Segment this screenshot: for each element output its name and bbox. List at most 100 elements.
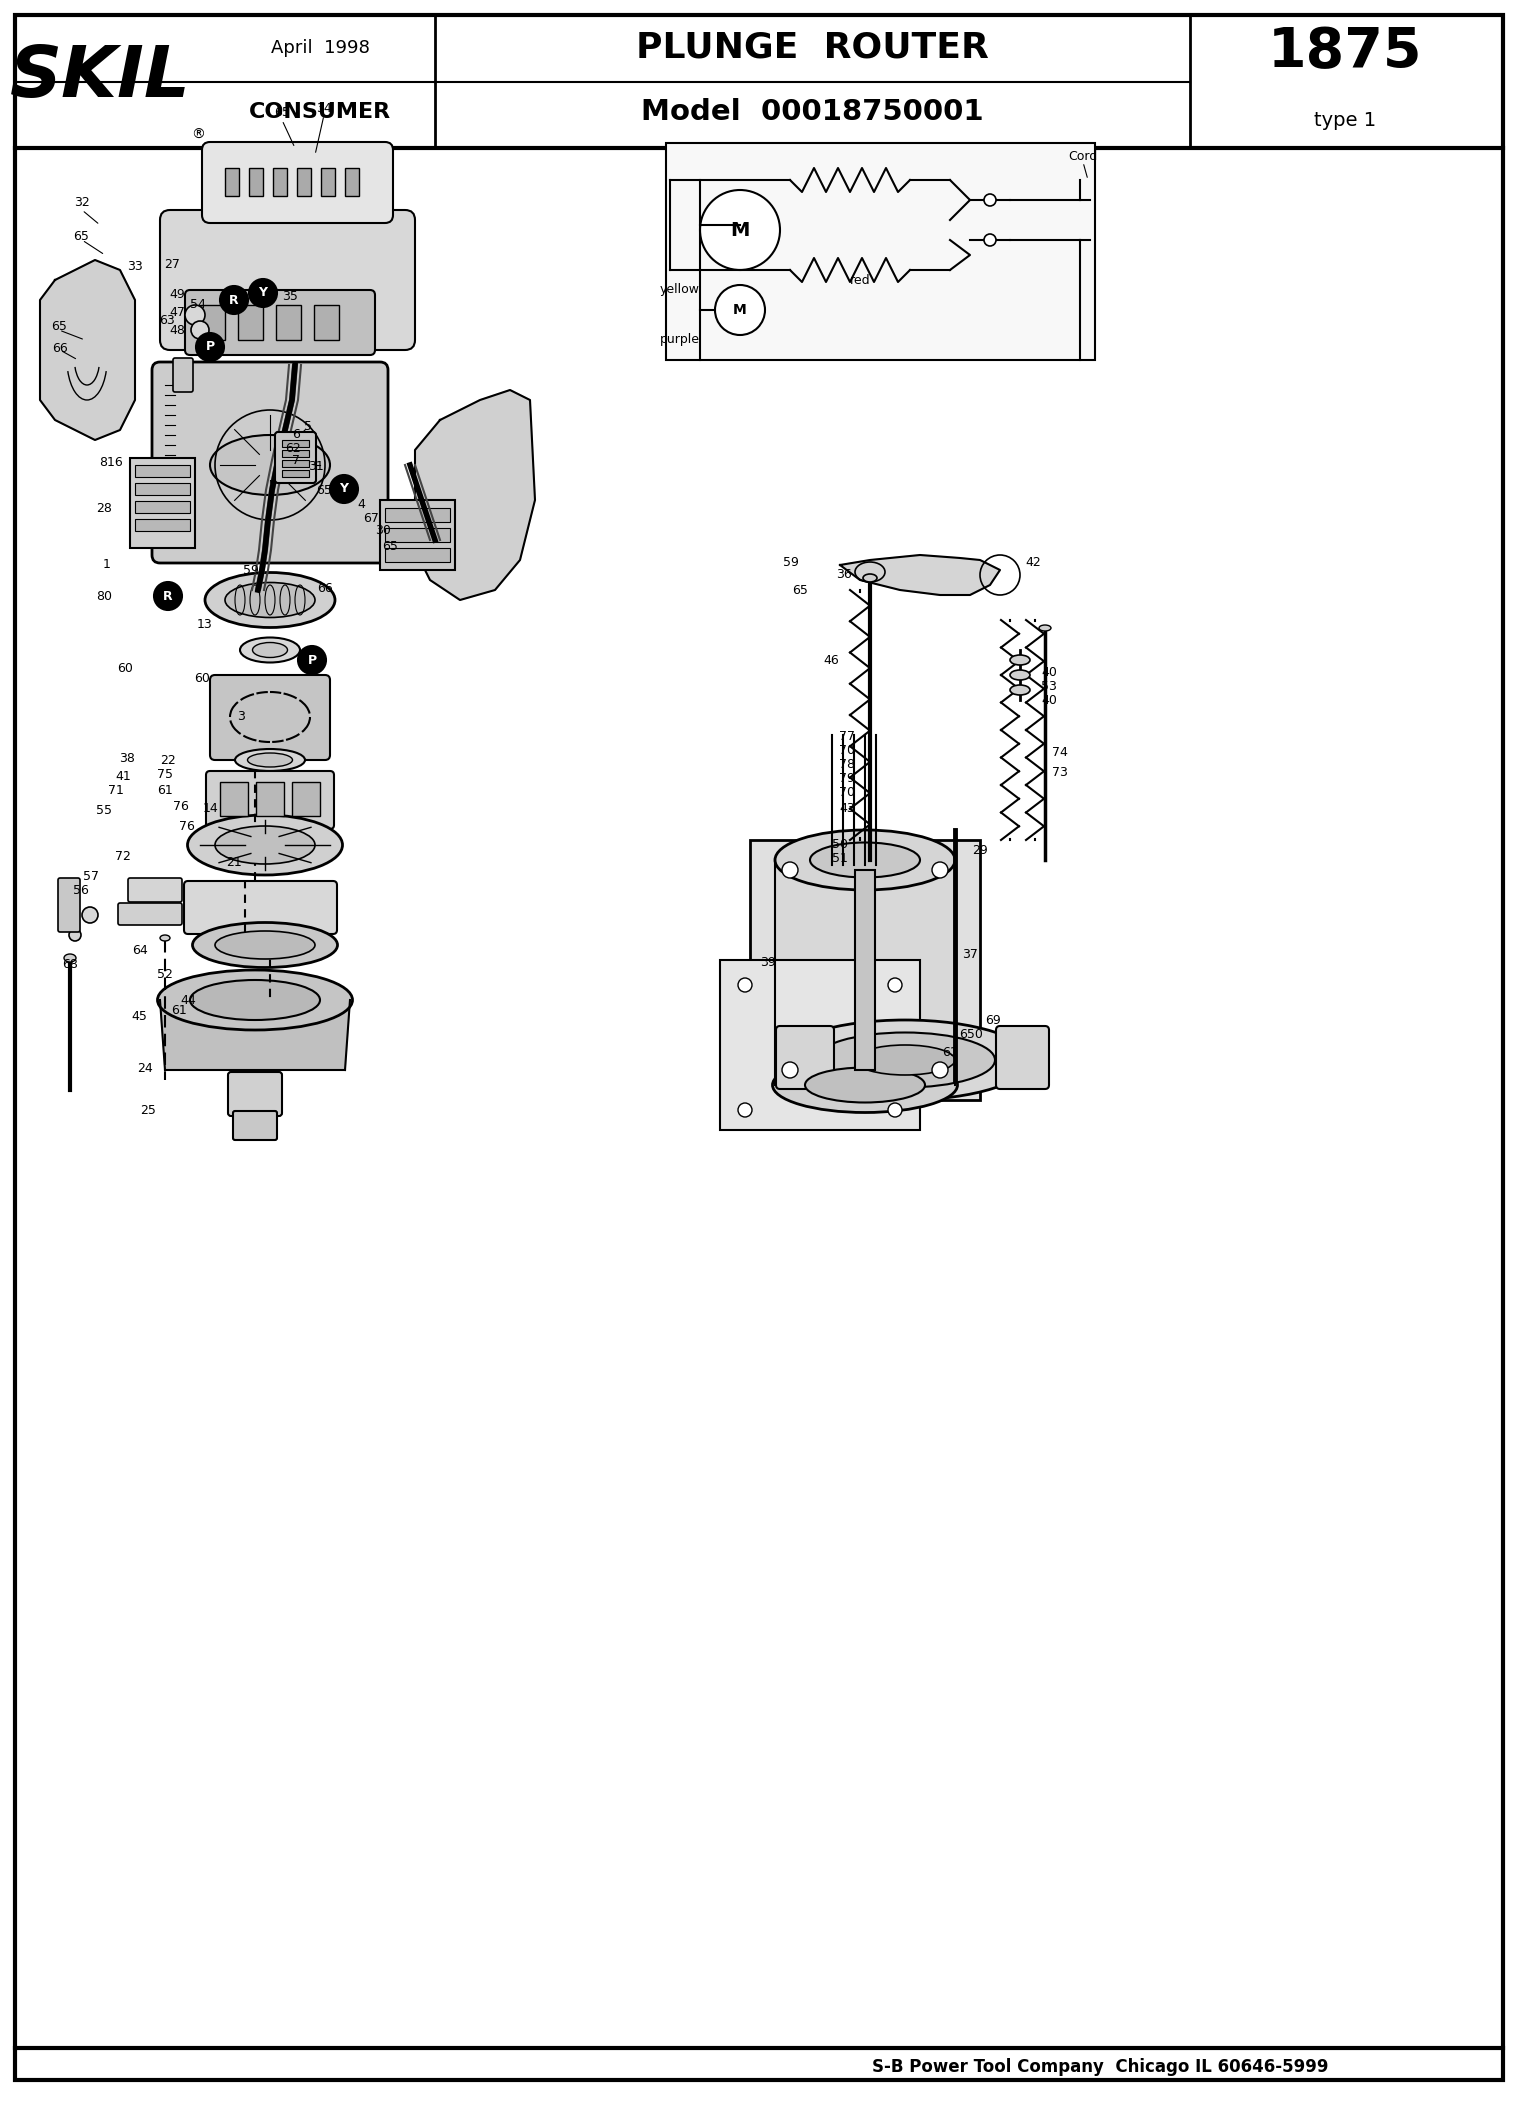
Ellipse shape bbox=[864, 574, 877, 582]
Circle shape bbox=[984, 234, 996, 247]
Text: 27: 27 bbox=[164, 260, 181, 272]
Text: 48: 48 bbox=[168, 323, 185, 335]
Text: 65: 65 bbox=[73, 230, 90, 243]
Text: 61: 61 bbox=[158, 783, 173, 795]
Circle shape bbox=[984, 194, 996, 207]
Text: P: P bbox=[205, 340, 214, 354]
Text: 65: 65 bbox=[316, 485, 332, 498]
Circle shape bbox=[298, 646, 326, 673]
Polygon shape bbox=[776, 861, 955, 1085]
Bar bbox=[291, 783, 320, 817]
Text: 55: 55 bbox=[96, 804, 112, 817]
Text: red: red bbox=[850, 274, 871, 287]
Text: 22: 22 bbox=[159, 753, 176, 766]
Text: 28: 28 bbox=[96, 502, 112, 515]
Text: 65: 65 bbox=[792, 584, 808, 597]
Circle shape bbox=[738, 979, 751, 992]
Ellipse shape bbox=[216, 931, 316, 960]
Text: 77: 77 bbox=[839, 730, 855, 743]
Circle shape bbox=[782, 1061, 798, 1078]
Text: 24: 24 bbox=[137, 1061, 153, 1074]
Text: 3: 3 bbox=[237, 709, 244, 722]
Text: 6: 6 bbox=[291, 428, 301, 441]
FancyBboxPatch shape bbox=[58, 878, 80, 933]
FancyBboxPatch shape bbox=[228, 1072, 282, 1116]
FancyBboxPatch shape bbox=[184, 882, 337, 935]
Bar bbox=[135, 483, 190, 496]
Text: M: M bbox=[730, 222, 750, 241]
Polygon shape bbox=[414, 390, 534, 599]
Text: M: M bbox=[733, 304, 747, 316]
Bar bbox=[750, 840, 981, 1099]
Text: 46: 46 bbox=[823, 654, 839, 667]
Text: 36: 36 bbox=[836, 568, 852, 582]
Circle shape bbox=[68, 928, 80, 941]
Bar bbox=[855, 869, 874, 1070]
Text: purple: purple bbox=[660, 333, 700, 346]
Circle shape bbox=[329, 475, 358, 502]
Ellipse shape bbox=[235, 749, 305, 770]
Text: 59: 59 bbox=[783, 557, 798, 570]
Ellipse shape bbox=[190, 979, 320, 1019]
Text: R: R bbox=[164, 589, 173, 603]
Ellipse shape bbox=[1038, 625, 1050, 631]
Text: 49: 49 bbox=[168, 287, 185, 300]
Circle shape bbox=[782, 863, 798, 878]
Text: 21: 21 bbox=[226, 855, 241, 869]
Ellipse shape bbox=[780, 1019, 1031, 1099]
Text: 13: 13 bbox=[197, 618, 213, 631]
Text: 41: 41 bbox=[115, 770, 131, 783]
Text: 65: 65 bbox=[383, 540, 398, 553]
FancyBboxPatch shape bbox=[206, 770, 334, 829]
Text: 1: 1 bbox=[103, 559, 111, 572]
Text: 70: 70 bbox=[839, 787, 855, 800]
Ellipse shape bbox=[1009, 654, 1031, 665]
Text: Y: Y bbox=[340, 483, 349, 496]
Text: 60: 60 bbox=[194, 671, 209, 684]
Text: ®: ® bbox=[191, 129, 205, 141]
FancyBboxPatch shape bbox=[202, 141, 393, 224]
Text: 45: 45 bbox=[131, 1011, 147, 1023]
Ellipse shape bbox=[193, 922, 337, 968]
Circle shape bbox=[196, 333, 225, 361]
Bar bbox=[298, 169, 311, 196]
Text: 35: 35 bbox=[282, 289, 298, 302]
Bar bbox=[200, 306, 225, 340]
FancyBboxPatch shape bbox=[185, 289, 375, 354]
Text: 38: 38 bbox=[118, 753, 135, 766]
Text: 80: 80 bbox=[96, 591, 112, 603]
Text: 37: 37 bbox=[962, 947, 978, 960]
Bar bbox=[225, 169, 238, 196]
Text: 34: 34 bbox=[316, 101, 332, 114]
Bar bbox=[282, 449, 310, 458]
FancyBboxPatch shape bbox=[152, 363, 389, 563]
Circle shape bbox=[249, 279, 276, 306]
FancyBboxPatch shape bbox=[209, 675, 329, 760]
Bar bbox=[282, 441, 310, 447]
Circle shape bbox=[932, 1061, 949, 1078]
Text: 39: 39 bbox=[761, 956, 776, 968]
Bar bbox=[238, 306, 263, 340]
Bar bbox=[135, 519, 190, 532]
Bar bbox=[386, 509, 449, 521]
Text: 4: 4 bbox=[357, 498, 364, 511]
Text: 2: 2 bbox=[172, 584, 179, 599]
Ellipse shape bbox=[240, 637, 301, 663]
Circle shape bbox=[82, 907, 99, 922]
Bar bbox=[386, 549, 449, 561]
Bar bbox=[131, 458, 194, 549]
Bar bbox=[257, 783, 284, 817]
Text: R: R bbox=[229, 293, 238, 306]
Ellipse shape bbox=[252, 644, 287, 658]
FancyBboxPatch shape bbox=[159, 211, 414, 350]
Text: 31: 31 bbox=[308, 460, 323, 473]
Text: 7: 7 bbox=[291, 454, 301, 466]
Ellipse shape bbox=[1009, 671, 1031, 679]
Text: 1875: 1875 bbox=[1268, 25, 1422, 78]
Ellipse shape bbox=[216, 825, 316, 863]
Text: PLUNGE  ROUTER: PLUNGE ROUTER bbox=[636, 32, 988, 65]
Text: 43: 43 bbox=[839, 802, 855, 814]
Text: 72: 72 bbox=[115, 850, 131, 863]
Ellipse shape bbox=[205, 572, 335, 627]
Bar bbox=[135, 464, 190, 477]
